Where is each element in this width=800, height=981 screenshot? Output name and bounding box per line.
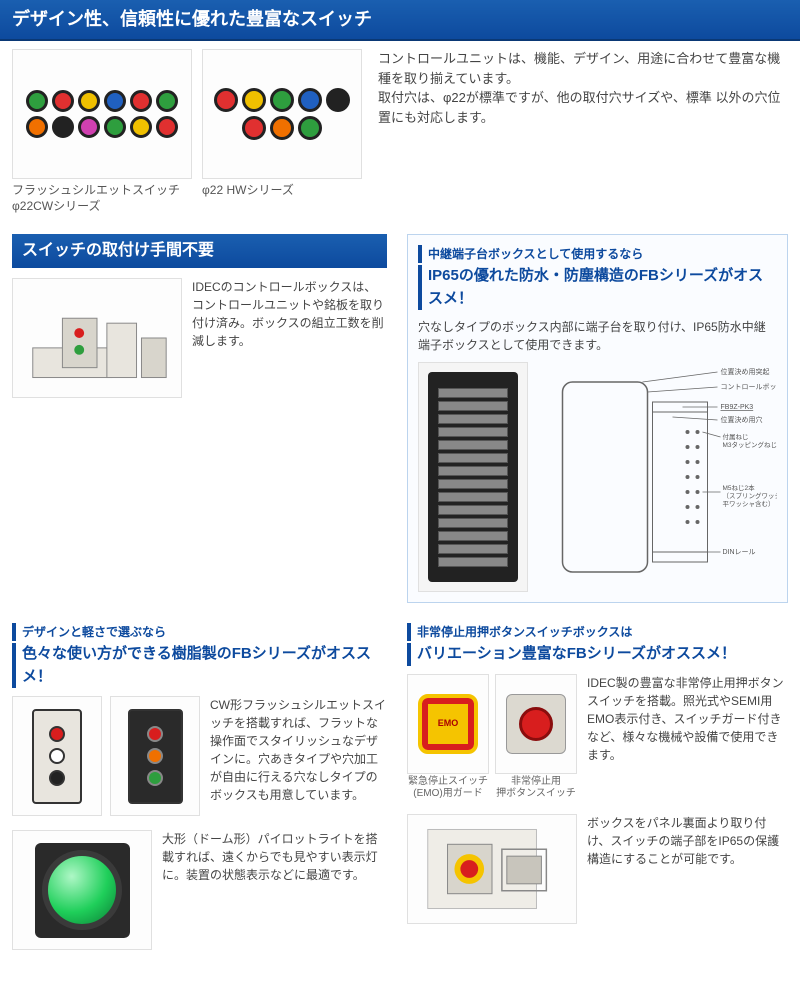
estop-label: 非常停止用 押ボタンスイッチ: [495, 776, 577, 800]
svg-text:付属ねじ: 付属ねじ: [723, 432, 749, 441]
fb-text: 穴なしタイプのボックス内部に端子台を取り付け、IP65防水中継端子ボックスとして…: [418, 318, 777, 354]
section1-header: デザイン性、信頼性に優れた豊富なスイッチ: [0, 0, 800, 41]
fb-series-box: 中継端子台ボックスとして使用するなら IP65の優れた防水・防塵構造のFBシリー…: [407, 234, 788, 603]
fb-resin-image-2: [110, 696, 200, 816]
fb-diagram: 位置決め用突起 コントロールボックス FB9Z-PK3 位置決め用穴 付属ねじ …: [538, 362, 777, 592]
svg-text:M3タッピングねじ4本: M3タッピングねじ4本: [723, 440, 778, 449]
feat-left-large: 色々な使い方ができる樹脂製のFBシリーズがオススメ！: [12, 643, 387, 688]
fb-resin-image-1: [12, 696, 102, 816]
svg-text:位置決め用穴: 位置決め用穴: [721, 415, 763, 424]
feature-right-col: 非常停止用押ボタンスイッチボックスは バリエーション豊富なFBシリーズがオススメ…: [407, 623, 788, 964]
feat-left-text2: 大形（ドーム形）パイロットライトを搭載すれば、遠くからでも見やすい表示灯に。装置…: [162, 830, 387, 950]
pilot-light-image: [12, 830, 152, 950]
emo-guard-label: 緊急停止スイッチ (EMO)用ガード: [407, 776, 489, 800]
svg-text:DINレール: DINレール: [723, 549, 756, 556]
feature-left-col: デザインと軽さで選ぶなら 色々な使い方ができる樹脂製のFBシリーズがオススメ！: [12, 623, 387, 964]
feat-right-small: 非常停止用押ボタンスイッチボックスは: [407, 623, 788, 641]
feat-right-text1: IDEC製の豊富な非常停止用押ボタンスイッチを搭載。照光式やSEMI用EMO表示…: [587, 674, 788, 800]
fb-subheader-large: IP65の優れた防水・防塵構造のFBシリーズがオススメ！: [418, 265, 777, 310]
svg-text:M5ねじ2本: M5ねじ2本: [723, 483, 756, 492]
feat-left-small: デザインと軽さで選ぶなら: [12, 623, 387, 641]
caption-hw: φ22 HWシリーズ: [202, 183, 362, 199]
section1-text: コントロールユニットは、機能、デザイン、用途に合わせて豊富な機種を取り揃えていま…: [370, 49, 788, 214]
fb-subheader-small: 中継端子台ボックスとして使用するなら: [418, 245, 777, 263]
feat-right-text2: ボックスをパネル裏面より取り付け、スイッチの端子部をIP65の保護構造にすること…: [587, 814, 788, 924]
feat-right-large: バリエーション豊富なFBシリーズがオススメ！: [407, 643, 788, 666]
terminal-block-image: [418, 362, 528, 592]
svg-text:コントロールボックス: コントロールボックス: [721, 383, 778, 391]
diagram-label-1: 位置決め用突起: [721, 367, 770, 376]
svg-text:FB9Z-PK3: FB9Z-PK3: [721, 404, 754, 411]
feat-left-text1: CW形フラッシュシルエットスイッチを搭載すれば、フラットな操作面でスタイリッシュ…: [210, 696, 387, 816]
svg-text:（スプリングワッシャ、: （スプリングワッシャ、: [723, 491, 778, 500]
section2: スイッチの取付け手間不要 IDECのコントロールボックスは、コントロールユニット…: [12, 234, 387, 603]
svg-text:平ワッシャ含む）: 平ワッシャ含む）: [723, 499, 775, 508]
product-image-hw: [202, 49, 362, 179]
caption-cw: フラッシュシルエットスイッチ φ22CWシリーズ: [12, 183, 192, 214]
section1-body: フラッシュシルエットスイッチ φ22CWシリーズ φ22 HWシリーズ コントロ…: [0, 41, 800, 234]
emo-guard-image: EMO: [407, 674, 489, 774]
section2-header: スイッチの取付け手間不要: [12, 234, 387, 268]
control-box-image: [12, 278, 182, 398]
panel-mount-image: [407, 814, 577, 924]
product-image-cw: [12, 49, 192, 179]
estop-image: [495, 674, 577, 774]
section2-text: IDECのコントロールボックスは、コントロールユニットや銘板を取り付け済み。ボッ…: [192, 278, 387, 398]
